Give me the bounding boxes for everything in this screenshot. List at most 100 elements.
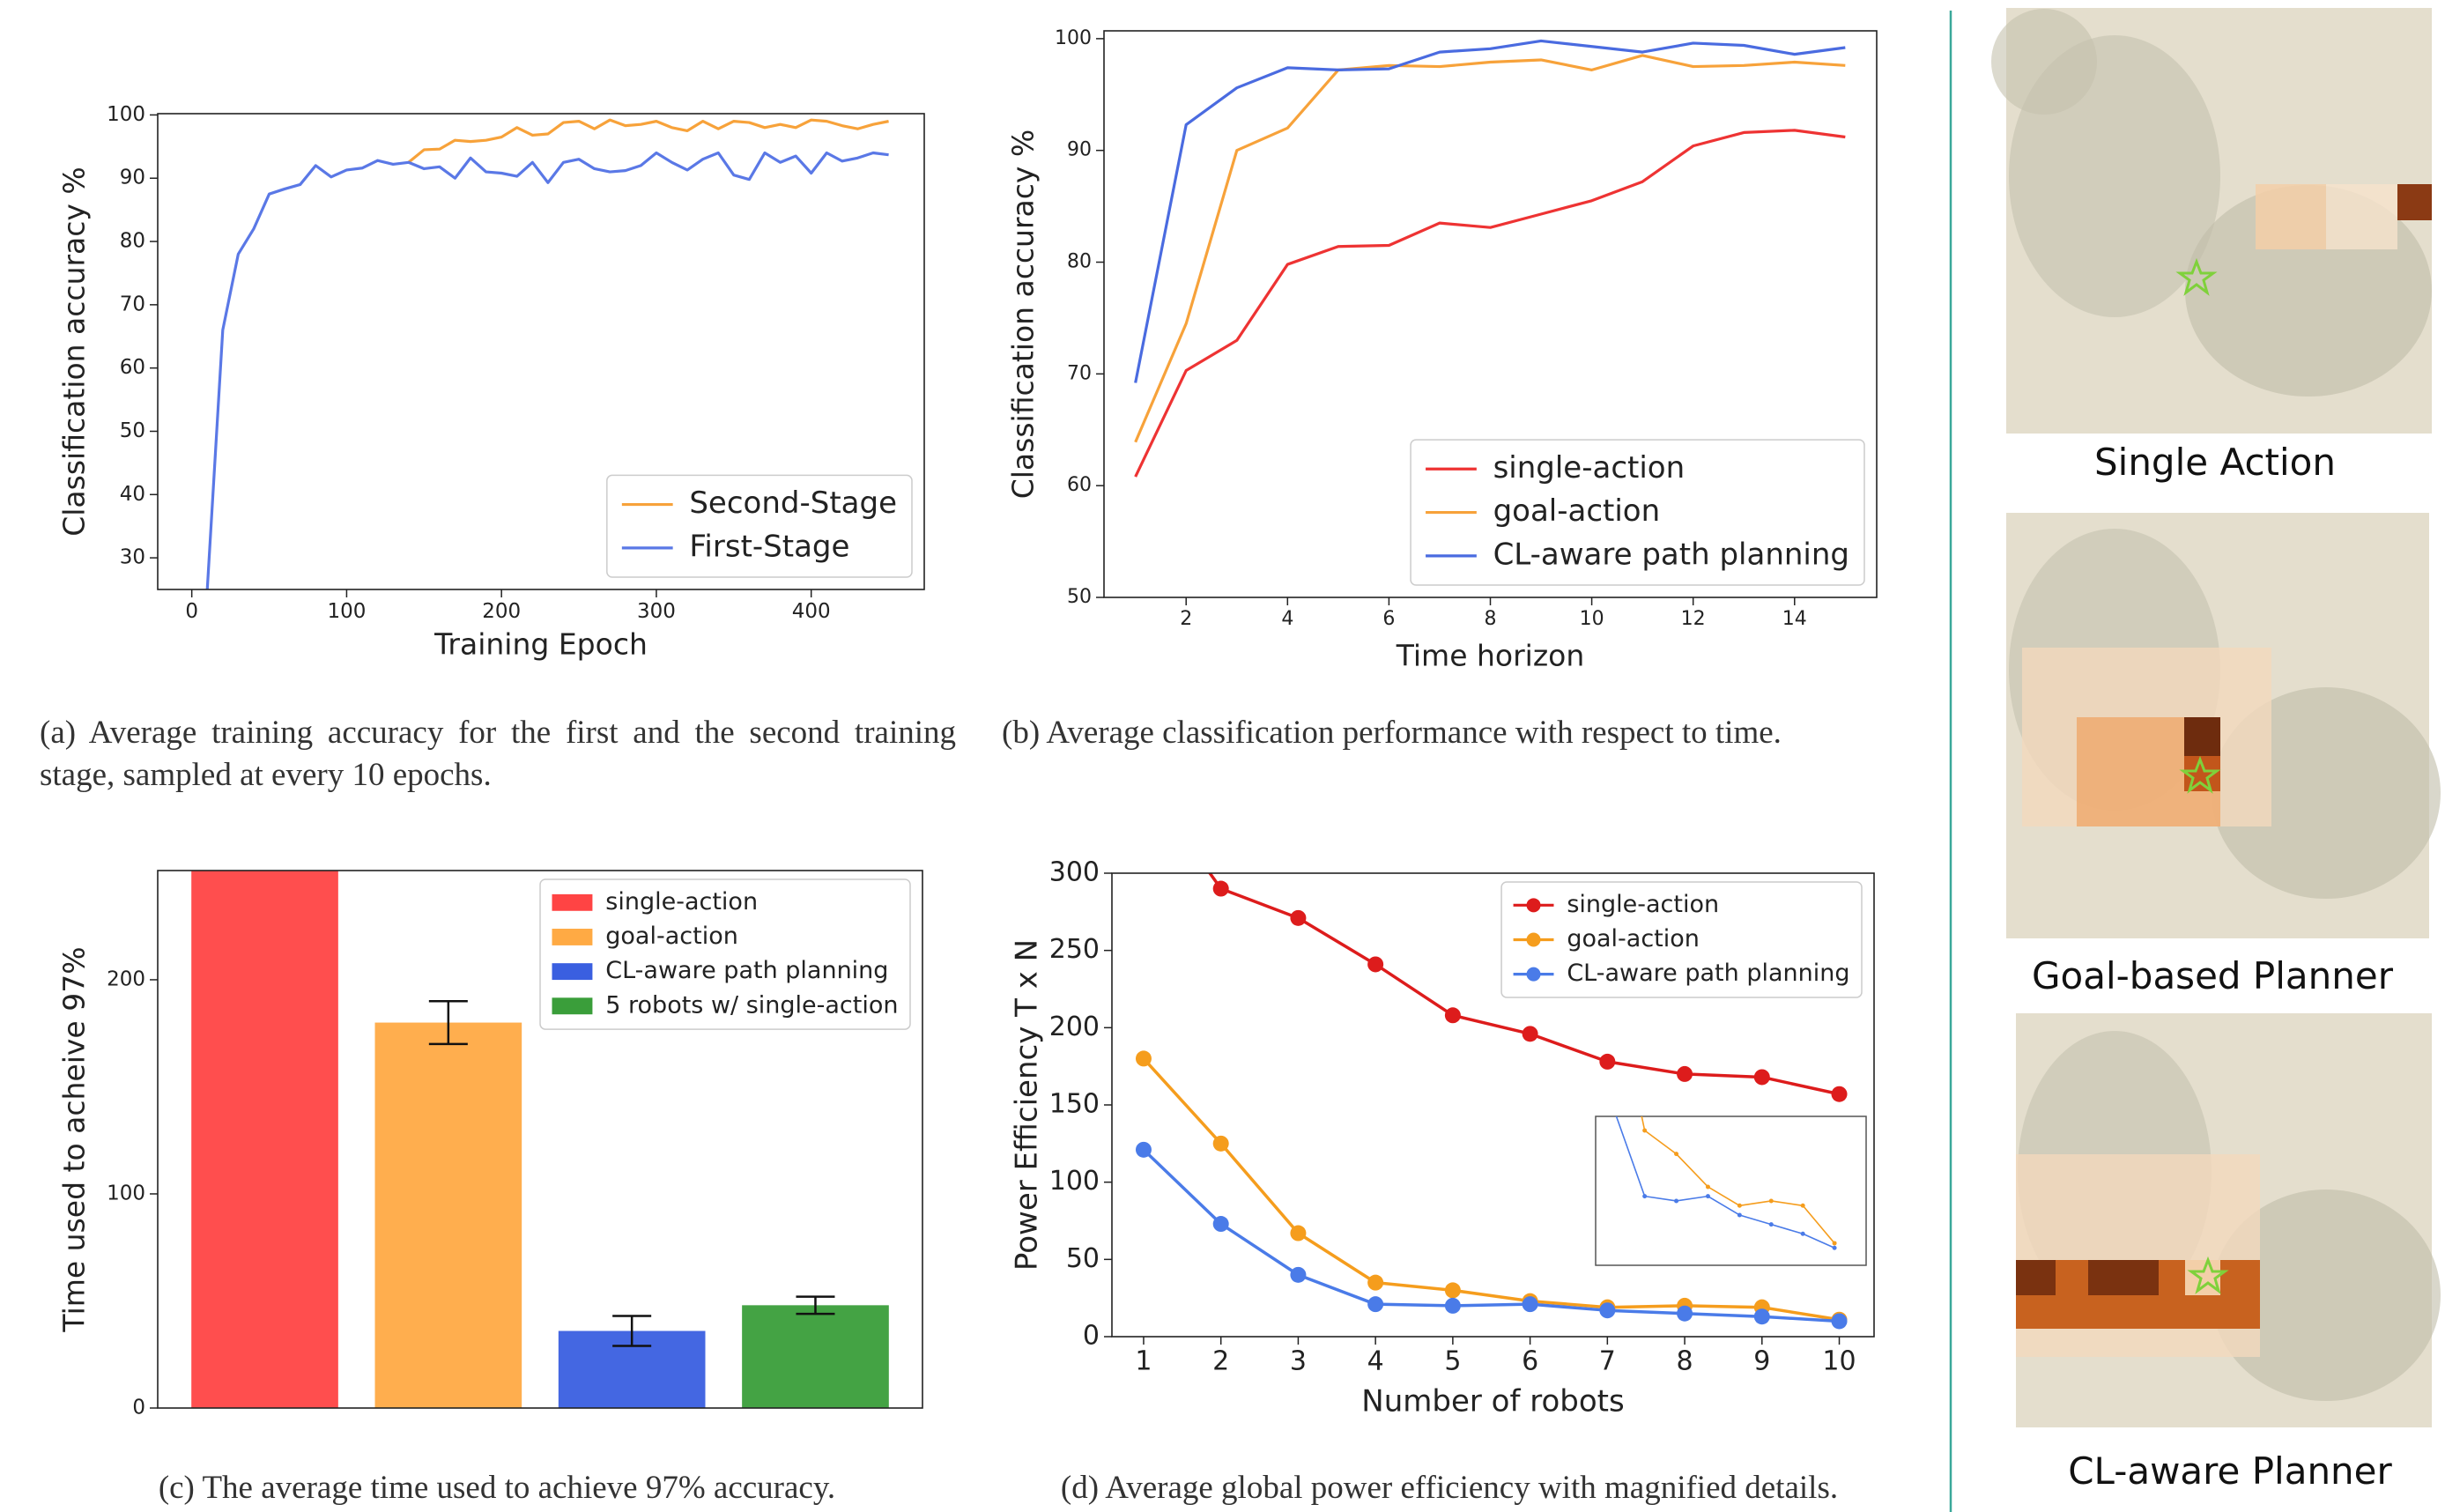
x-tick-label: 10 [1580,608,1604,630]
x-axis-label: Training Epoch [433,627,648,662]
legend-swatch [552,963,593,980]
marker [1677,1306,1693,1322]
marker [1136,773,1152,789]
x-tick-label: 12 [1681,608,1706,630]
x-tick-label: 0 [185,600,198,623]
y-tick-label: 80 [120,230,145,253]
y-axis-label: Classification accuracy % [1006,130,1041,500]
legend-label: single-action [1493,450,1686,485]
line-series [1136,130,1846,477]
y-tick-label: 70 [1067,362,1092,384]
marker [1445,1007,1461,1023]
inset-frame [1596,1116,1866,1265]
y-tick-label: 50 [120,419,145,442]
inset-marker [1833,1246,1837,1250]
x-tick-label: 200 [482,600,521,623]
legend-swatch [552,929,593,945]
map-panel [1991,8,2432,434]
x-tick-label: 5 [1444,1346,1461,1377]
x-tick-label: 6 [1522,1346,1538,1377]
heatmap-cell [2088,1260,2159,1295]
panel-label: Single Action [1995,441,2435,484]
inset-marker [1769,1222,1774,1227]
inset-marker [1706,1184,1710,1189]
y-tick-label: 30 [120,546,145,569]
inset-marker [1769,1198,1774,1203]
y-tick-label: 80 [1067,251,1092,273]
heatmap-cell [2397,184,2432,220]
x-tick-label: 7 [1599,1346,1616,1377]
x-tick-label: 1 [1135,1346,1152,1377]
x-tick-label: 6 [1382,608,1395,630]
y-tick-label: 60 [1067,474,1092,496]
heatmap-cell [2016,1260,2056,1295]
caption: (c) The average time used to achieve 97%… [56,1467,937,1509]
marker [1445,1282,1461,1298]
marker [1832,1086,1848,1102]
panel-label: CL-aware Planner [2010,1449,2445,1493]
x-tick-label: 8 [1485,608,1497,630]
x-tick-label: 300 [637,600,676,623]
y-tick-label: 40 [120,483,145,506]
bar [375,1023,522,1408]
marker [1136,1142,1152,1158]
x-axis-label: Time horizon [1396,639,1585,673]
y-axis-label: Time used to acheive 97% [57,946,92,1332]
heatmap-cell [2326,184,2397,249]
marker [1290,1267,1306,1283]
y-tick-label: 200 [107,967,145,990]
y-tick-label: 60 [120,356,145,379]
legend-label: single-action [605,888,758,915]
y-tick-label: 0 [1083,1321,1100,1352]
marker [1445,1298,1461,1314]
legend-marker [1527,898,1541,912]
y-tick-label: 50 [1066,1243,1100,1274]
legend-label: First-Stage [689,529,849,564]
x-axis-label: Number of robots [1361,1384,1624,1419]
map-panel [2016,1013,2441,1427]
marker [1599,1054,1615,1070]
inset-marker [1801,1232,1805,1236]
inset-marker [1674,315,1678,320]
marker [1213,1216,1229,1232]
inset-marker [1611,1105,1615,1109]
y-axis-label: Classification accuracy % [57,167,92,537]
marker [1290,910,1306,926]
y-tick-label: 300 [1049,857,1100,888]
inset-marker [1706,1194,1710,1198]
marker [1213,1136,1229,1152]
legend-label: goal-action [1567,925,1700,952]
x-tick-label: 14 [1782,608,1807,630]
y-tick-label: 250 [1049,934,1100,965]
marker [1832,1313,1848,1329]
inset-marker [1642,160,1647,165]
marker [1367,956,1383,972]
legend-marker [1527,932,1541,946]
x-tick-label: 3 [1290,1346,1307,1377]
marker [1754,1069,1770,1085]
inset-marker [1611,19,1615,24]
chart: 0100200Time used to acheive 97%single-ac… [57,766,923,1419]
caption: (b) Average classification performance w… [1002,712,1936,754]
legend-swatch [552,997,593,1014]
x-tick-label: 4 [1281,608,1293,630]
marker [1523,1026,1538,1041]
legend-label: goal-action [1493,493,1661,529]
y-tick-label: 50 [1067,586,1092,608]
y-axis-label: Power Efficiency T x N [1010,939,1045,1271]
y-tick-label: 90 [1067,139,1092,161]
x-tick-label: 100 [327,600,366,623]
y-tick-label: 150 [1049,1089,1100,1120]
figure-page: 304050607080901000100200300400Training E… [0,0,2445,1512]
marker [1367,1275,1383,1291]
legend-label: CL-aware path planning [1567,960,1849,987]
y-tick-label: 100 [1055,27,1092,49]
legend-swatch [552,894,593,911]
bar [742,1305,889,1408]
x-tick-label: 9 [1753,1346,1770,1377]
bar [191,766,338,1408]
